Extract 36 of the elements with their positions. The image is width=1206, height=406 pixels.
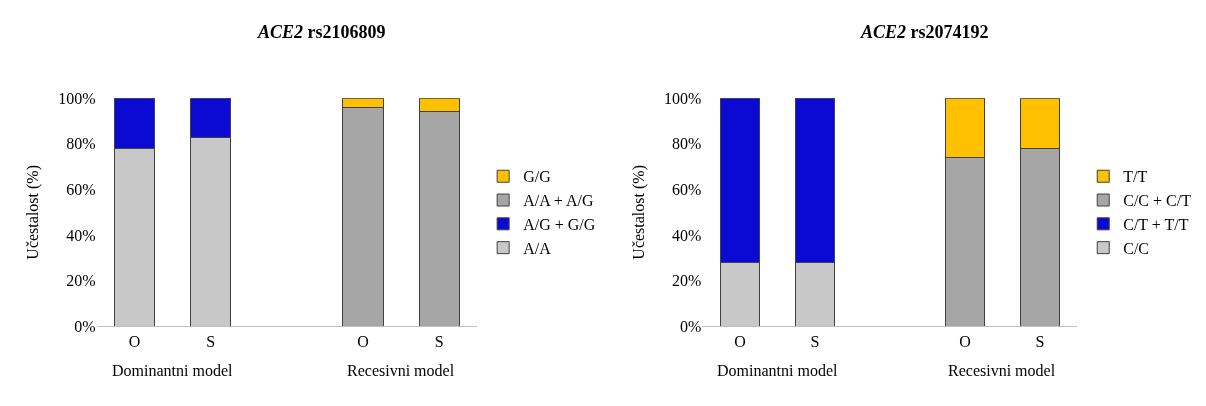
x-tick-label: S bbox=[1035, 332, 1045, 350]
y-tick-label: 60% bbox=[66, 181, 96, 199]
legend-label: A/A bbox=[523, 239, 552, 257]
y-axis-title: Učestalost (%) bbox=[629, 165, 648, 260]
x-tick-label: O bbox=[734, 332, 746, 350]
legend-label: A/A + A/G bbox=[523, 192, 594, 210]
y-tick-label: 100% bbox=[58, 89, 96, 107]
x-tick-label: S bbox=[434, 332, 444, 350]
y-tick-label: 80% bbox=[66, 135, 96, 153]
y-tick-label: 60% bbox=[672, 181, 702, 199]
y-axis-title: Učestalost (%) bbox=[24, 165, 43, 260]
y-tick-label: 100% bbox=[664, 89, 702, 107]
y-tick-label: 20% bbox=[66, 272, 96, 290]
legend-label: C/C + C/T bbox=[1123, 192, 1192, 210]
x-tick-label: O bbox=[357, 332, 369, 350]
legend-label: C/C bbox=[1123, 239, 1150, 257]
x-tick-label: S bbox=[810, 332, 820, 350]
text: Dominantni model bbox=[717, 362, 838, 379]
y-tick-label: 20% bbox=[672, 272, 702, 290]
y-tick-label: 0% bbox=[74, 318, 96, 336]
chart-title: ACE2 rs2074192 bbox=[860, 22, 989, 42]
x-tick-label: S bbox=[206, 332, 216, 350]
text: Recesivni model bbox=[948, 362, 1056, 379]
y-tick-label: 40% bbox=[66, 226, 96, 244]
legend-label: A/G + G/G bbox=[523, 216, 596, 234]
y-tick-label: 80% bbox=[672, 135, 702, 153]
legend-label: G/G bbox=[523, 168, 552, 186]
chart-title: ACE2 rs2106809 bbox=[257, 22, 386, 42]
x-tick-label: O bbox=[959, 332, 971, 350]
text: Recesivni model bbox=[347, 362, 455, 379]
legend-label: C/T + T/T bbox=[1123, 216, 1189, 234]
text: Dominantni model bbox=[112, 362, 233, 379]
legend-label: T/T bbox=[1123, 168, 1148, 186]
y-tick-label: 40% bbox=[672, 226, 702, 244]
x-tick-label: O bbox=[128, 332, 141, 350]
y-tick-label: 0% bbox=[680, 318, 702, 336]
